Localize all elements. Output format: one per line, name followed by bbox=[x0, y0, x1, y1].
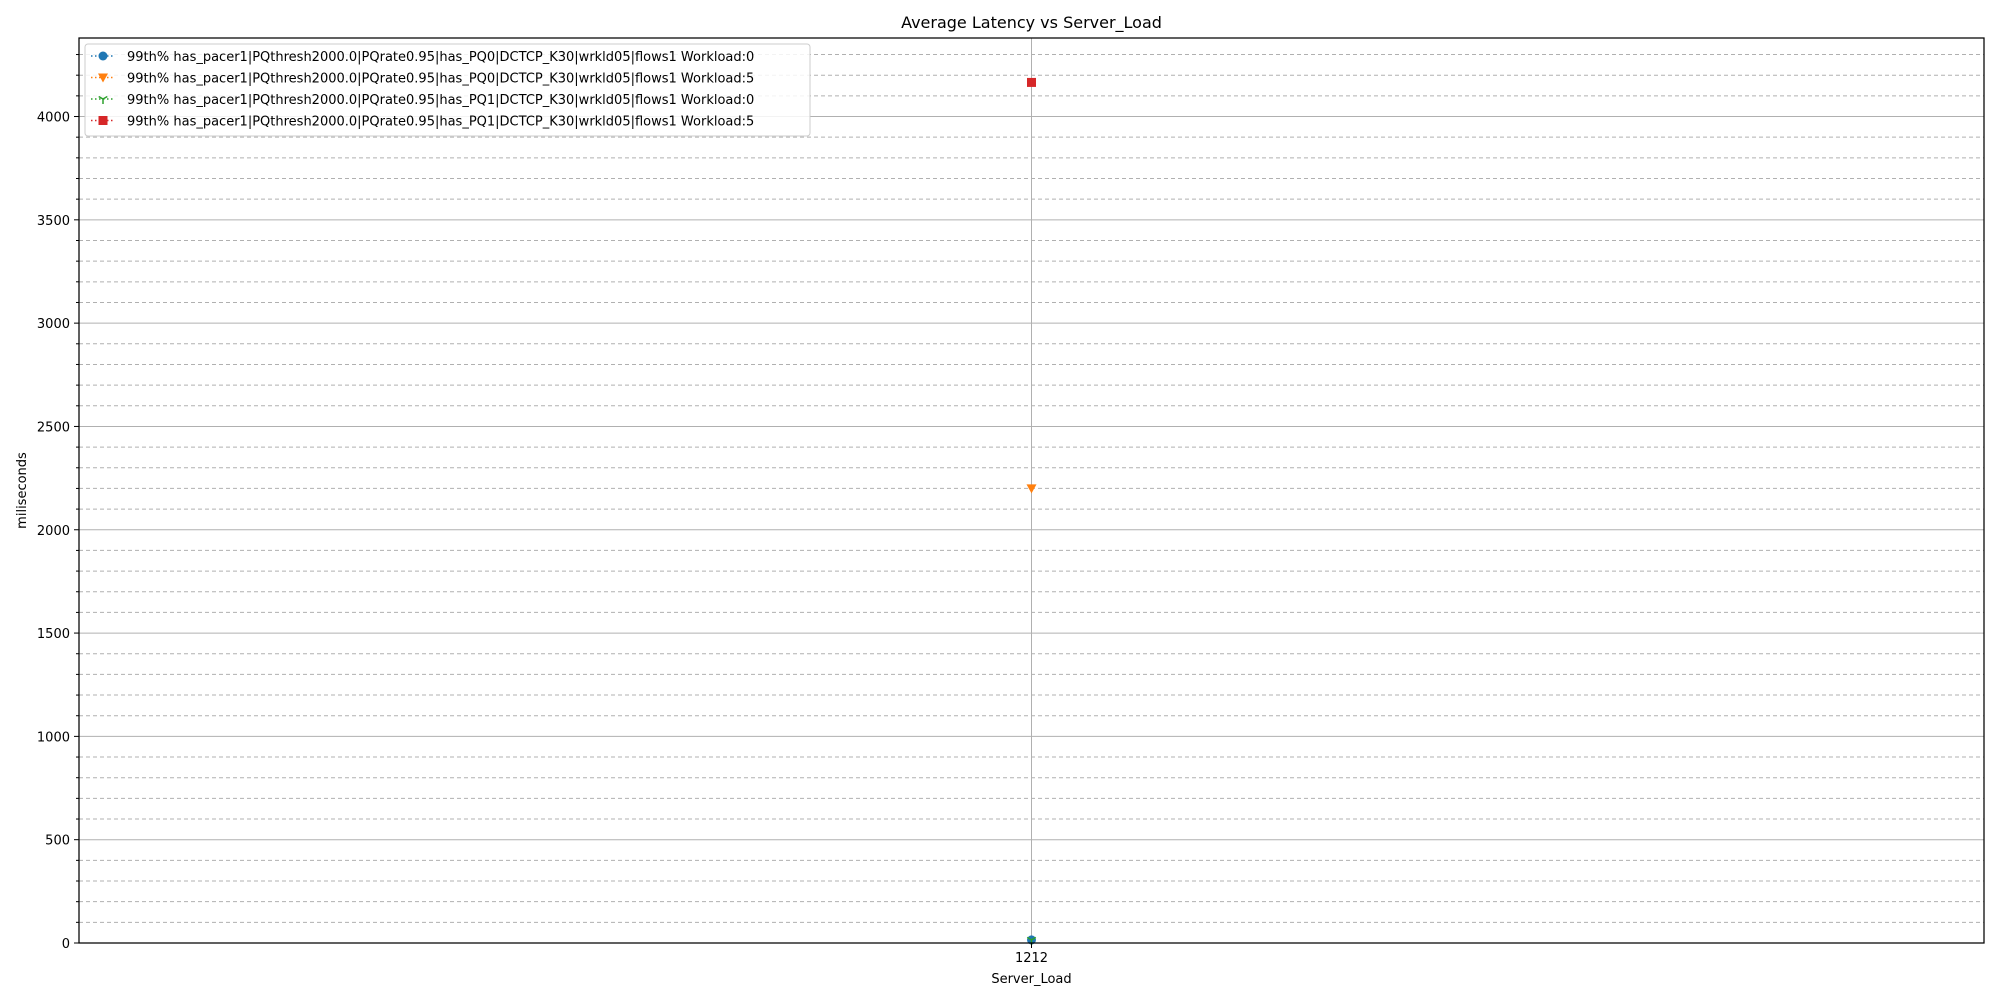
y-tick-label: 4000 bbox=[37, 111, 70, 126]
legend-marker-series-3 bbox=[98, 95, 108, 104]
legend-box bbox=[84, 43, 811, 137]
legend-label-series-2: 99th% has_pacer1|PQthresh2000.0|PQrate0.… bbox=[127, 72, 754, 87]
y-tick-label: 1000 bbox=[37, 730, 70, 745]
y-tick-label: 1500 bbox=[37, 627, 70, 642]
chart-title: Average Latency vs Server_Load bbox=[901, 13, 1162, 33]
legend-label-series-1: 99th% has_pacer1|PQthresh2000.0|PQrate0.… bbox=[127, 50, 754, 65]
legend: 99th% has_pacer1|PQthresh2000.0|PQrate0.… bbox=[84, 43, 811, 137]
legend-marker-series-2 bbox=[98, 73, 108, 83]
legend-label-series-4: 99th% has_pacer1|PQthresh2000.0|PQrate0.… bbox=[127, 115, 754, 130]
x-axis-label: Server_Load bbox=[991, 972, 1071, 987]
y-axis-label: miliseconds bbox=[15, 452, 30, 529]
y-tick-label: 500 bbox=[45, 834, 70, 849]
y-tick-label: 0 bbox=[62, 937, 70, 952]
legend-label-series-3: 99th% has_pacer1|PQthresh2000.0|PQrate0.… bbox=[127, 93, 754, 108]
x-tick-label: 1212 bbox=[1015, 951, 1048, 966]
legend-marker-series-4 bbox=[98, 116, 108, 125]
y-tick-label: 3000 bbox=[37, 317, 70, 332]
y-tick-label: 2000 bbox=[37, 524, 70, 539]
y-tick-label: 3500 bbox=[37, 214, 70, 229]
data-point-series-2 bbox=[1026, 484, 1037, 494]
legend-marker-series-1 bbox=[98, 51, 108, 61]
data-point-series-4 bbox=[1027, 77, 1036, 87]
y-tick-label: 2500 bbox=[37, 420, 70, 435]
